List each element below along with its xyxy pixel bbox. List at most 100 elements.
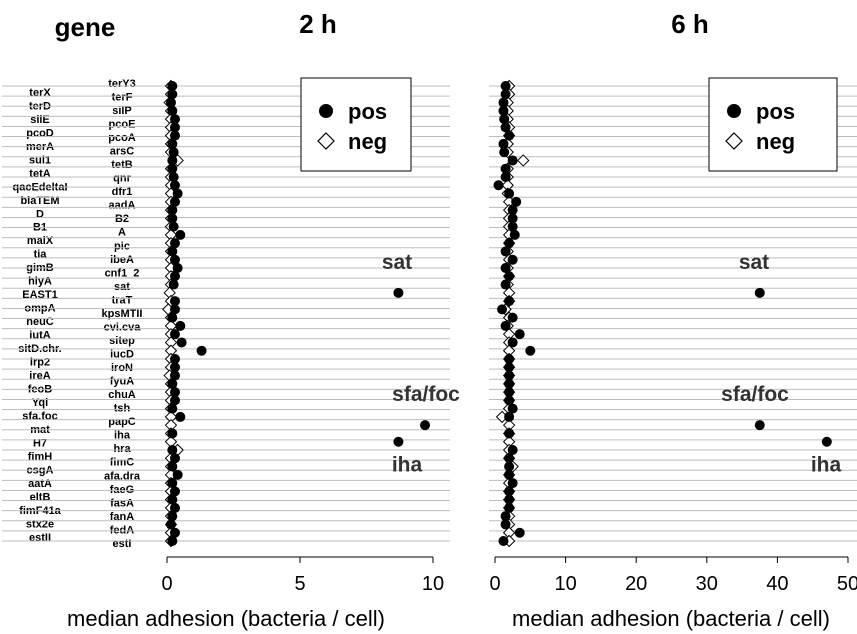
gene-label-right: traT — [112, 294, 133, 306]
gene-label-right: sitep — [109, 335, 135, 347]
gene-label-left: pcoD — [26, 127, 54, 139]
legend: pos neg — [300, 77, 412, 172]
gene-label-left: tetA — [29, 168, 50, 180]
x-axis: 0 10 20 30 40 50 — [489, 556, 857, 595]
pos-point — [167, 138, 178, 149]
pos-point — [504, 238, 515, 249]
panel-6h: 6 h 0 10 20 30 40 50 median adhesion (bacteria … — [489, 9, 857, 631]
pos-point — [167, 81, 178, 91]
pos-point — [167, 163, 178, 174]
pos-point — [169, 271, 180, 282]
pos-point — [169, 354, 180, 364]
pos-point — [509, 229, 520, 240]
pos-point — [504, 130, 515, 141]
pos-point — [167, 494, 178, 505]
pos-point — [169, 362, 180, 373]
gene-label-right: hra — [113, 443, 131, 455]
pos-point — [500, 122, 511, 133]
annotation-label: iha — [392, 454, 423, 477]
legend-pos-marker — [319, 104, 333, 118]
pos-point — [507, 221, 518, 232]
pos-point — [504, 354, 515, 364]
gene-label-left: hlyA — [28, 276, 52, 288]
pos-point — [754, 420, 765, 431]
pos-point — [167, 312, 178, 323]
pos-point — [169, 254, 180, 265]
pos-point — [168, 147, 179, 158]
series-pos — [165, 81, 431, 546]
x-tick-label: 40 — [766, 573, 788, 595]
gene-label-right: arsC — [110, 146, 135, 158]
pos-point — [507, 445, 518, 455]
panel-2h: 2 h 0 5 10 median adhesion (bacteria / cell)… — [2, 9, 460, 631]
pos-point — [498, 97, 509, 108]
pos-point — [507, 254, 518, 265]
annotation-label: sfa/foc — [392, 383, 460, 406]
pos-point — [504, 486, 515, 497]
pos-point — [165, 519, 176, 530]
pos-point — [504, 469, 515, 480]
pos-point — [507, 403, 518, 414]
gene-label-right: kpsMTII — [102, 308, 143, 320]
x-tick-label: 10 — [554, 573, 576, 595]
pos-point — [499, 114, 510, 125]
pos-point — [507, 205, 518, 216]
pos-point — [498, 105, 509, 116]
gene-label-right: terY3 — [108, 78, 136, 90]
pos-point — [504, 453, 515, 464]
x-tick-label: 0 — [161, 573, 172, 595]
pos-point — [175, 320, 186, 331]
legend-box — [300, 77, 412, 172]
annotation-label: iha — [811, 454, 842, 477]
pos-point — [504, 411, 515, 422]
pos-point — [168, 172, 179, 182]
pos-point — [169, 502, 180, 513]
series-pos — [493, 81, 832, 546]
pos-point — [507, 155, 518, 166]
gene-label-right: chuA — [108, 389, 136, 401]
gene-label-left: iutA — [29, 330, 50, 342]
pos-point — [167, 205, 178, 216]
gene-label-left: tia — [34, 249, 48, 261]
gene-label-right: dfr1 — [112, 186, 133, 198]
x-axis-label: median adhesion (bacteria / cell) — [512, 606, 830, 631]
legend-pos-label: pos — [756, 99, 795, 124]
pos-point — [754, 287, 765, 298]
pos-point — [500, 320, 511, 331]
gene-label-right: silP — [112, 105, 132, 117]
x-tick-label: 20 — [625, 573, 647, 595]
gene-label-left: stx2e — [26, 518, 54, 530]
pos-point — [168, 221, 179, 232]
pos-point — [504, 387, 515, 398]
pos-point — [167, 403, 178, 414]
pos-point — [507, 213, 518, 224]
pos-point — [514, 527, 525, 538]
x-tick-label: 0 — [489, 573, 500, 595]
gene-label-left: eltB — [30, 491, 51, 503]
pos-point — [504, 271, 515, 282]
gene-label-right: aadA — [109, 200, 136, 212]
x-axis: 0 5 10 — [161, 556, 444, 595]
pos-point — [500, 246, 511, 257]
pos-point — [176, 337, 187, 348]
gene-label-left: D — [36, 208, 44, 220]
gene-label-right: afa.dra — [104, 470, 141, 482]
gene-label-right: ibeA — [110, 254, 134, 266]
pos-point — [493, 180, 504, 191]
pos-point — [169, 296, 180, 307]
gene-label-left: fimH — [28, 451, 53, 463]
gene-label-right: terF — [112, 91, 133, 103]
pos-point — [169, 304, 180, 315]
gene-label-right: estI — [113, 538, 132, 550]
pos-point — [167, 461, 178, 472]
pos-point — [196, 345, 207, 356]
gene-label-left: EAST1 — [22, 289, 57, 301]
pos-point — [169, 130, 180, 141]
gene-label-left: ireA — [29, 370, 50, 382]
legend-neg-label: neg — [756, 129, 795, 154]
gene-label-left: H7 — [33, 438, 47, 450]
pos-point — [821, 436, 832, 447]
pos-point — [169, 387, 180, 398]
gene-label-right: A — [118, 227, 126, 239]
pos-point — [169, 329, 180, 340]
